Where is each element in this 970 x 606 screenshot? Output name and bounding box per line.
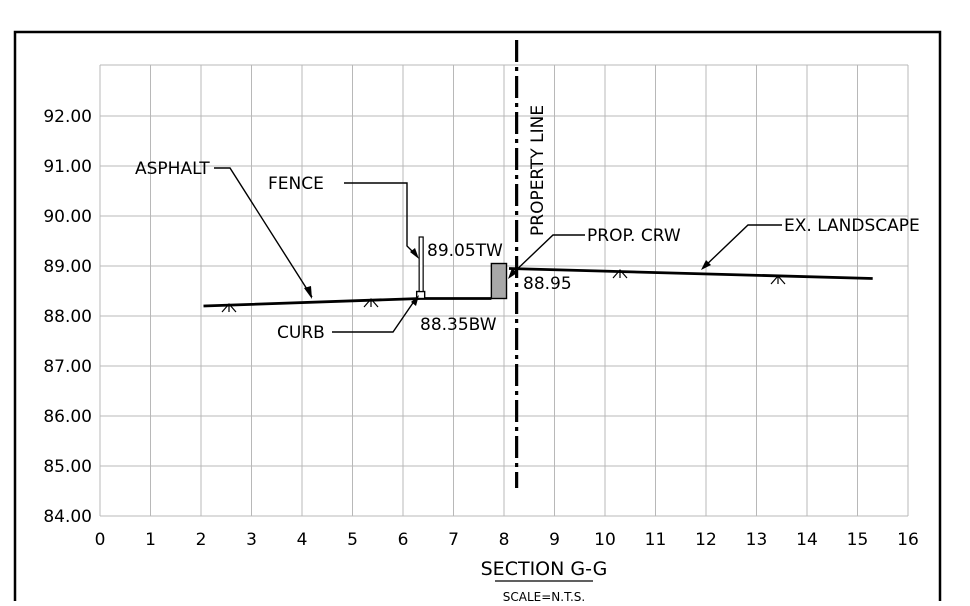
y-tick-label: 91.00	[43, 157, 92, 177]
asphalt-leader	[214, 167, 313, 298]
y-tick-label: 90.00	[43, 207, 92, 227]
fence-leader	[344, 182, 418, 257]
ex-landscape-label: EX. LANDSCAPE	[784, 216, 920, 236]
curb-label: CURB	[277, 323, 325, 343]
x-tick-label: 1	[145, 530, 156, 550]
x-tick-label: 5	[347, 530, 358, 550]
prop-crw-label: PROP. CRW	[587, 226, 681, 246]
scale-note: SCALE=N.T.S.	[503, 590, 585, 601]
y-tick-label: 86.00	[43, 407, 92, 427]
prop-crw-leader	[509, 234, 585, 277]
x-tick-label: 6	[398, 530, 409, 550]
x-tick-label: 16	[897, 530, 919, 550]
fence-label: FENCE	[268, 174, 324, 194]
property-line-label: PROPERTY LINE	[528, 105, 548, 236]
x-tick-label: 15	[847, 530, 869, 550]
asphalt-label: ASPHALT	[135, 159, 210, 179]
curb-arrow	[411, 295, 419, 306]
x-tick-label: 4	[297, 530, 308, 550]
fence-post	[418, 236, 424, 293]
x-tick-label: 10	[594, 530, 616, 550]
x-tick-label: 9	[549, 530, 560, 550]
x-tick-label: 0	[95, 530, 106, 550]
grade-symbol-1	[221, 303, 237, 313]
grade-at-wall-label: 88.95	[523, 274, 572, 294]
grade-symbols	[221, 269, 786, 313]
top-wall-label: 89.05TW	[427, 241, 503, 261]
y-tick-label: 87.00	[43, 357, 92, 377]
grade-symbol-4	[770, 275, 786, 285]
fence-arrow	[410, 248, 419, 259]
y-tick-label: 85.00	[43, 457, 92, 477]
ground-line	[508, 267, 873, 280]
asphalt-arrow	[304, 286, 312, 299]
x-tick-label: 8	[499, 530, 510, 550]
x-tick-label: 12	[695, 530, 717, 550]
x-tick-label: 7	[448, 530, 459, 550]
leaders	[214, 167, 782, 333]
y-tick-label: 84.00	[43, 507, 92, 527]
y-tick-label: 89.00	[43, 257, 92, 277]
curb-leader	[332, 296, 418, 333]
grade-symbol-3	[612, 269, 628, 279]
bottom-wall-label: 88.35BW	[420, 315, 497, 335]
x-tick-label: 2	[196, 530, 207, 550]
grid	[99, 64, 909, 517]
y-tick-labels: 92.00 91.00 90.00 89.00 88.00 87.00 86.00 85.00…	[43, 107, 92, 527]
ex-landscape-leader	[702, 224, 782, 269]
ground-line	[203, 297, 492, 308]
grade-symbol-2	[363, 298, 379, 308]
retaining-wall	[490, 262, 508, 300]
structures	[415, 236, 508, 300]
section-title: SECTION G-G	[481, 558, 608, 580]
y-tick-label: 92.00	[43, 107, 92, 127]
y-tick-label: 88.00	[43, 307, 92, 327]
x-tick-label: 13	[746, 530, 768, 550]
leader-arrows	[304, 248, 711, 306]
x-tick-labels: 0 1 2 3 4 5 6 7 8 9 10 11 12 13 14 15 16	[95, 530, 919, 550]
prop-crw-arrow	[508, 268, 517, 279]
x-tick-label: 14	[796, 530, 818, 550]
sheet-border	[13, 30, 942, 606]
ex-landscape-arrow	[701, 260, 711, 270]
x-tick-label: 11	[645, 530, 667, 550]
x-tick-label: 3	[246, 530, 257, 550]
